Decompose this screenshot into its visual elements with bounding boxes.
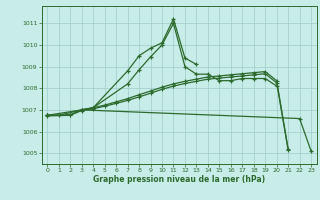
X-axis label: Graphe pression niveau de la mer (hPa): Graphe pression niveau de la mer (hPa): [93, 175, 265, 184]
